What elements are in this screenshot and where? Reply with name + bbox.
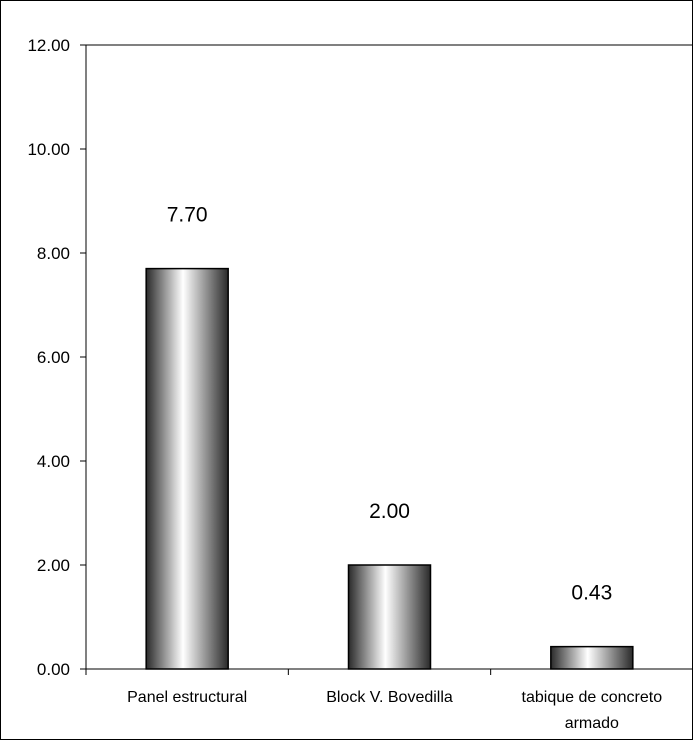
data-label: 2.00 <box>369 500 410 523</box>
data-label: 7.70 <box>167 204 208 227</box>
y-tick-label: 10.00 <box>27 140 70 159</box>
y-tick-label: 12.00 <box>27 36 70 55</box>
data-label: 0.43 <box>571 582 612 605</box>
y-tick-label: 4.00 <box>37 452 70 471</box>
x-category-label: Block V. Bovedilla <box>326 689 453 706</box>
bar <box>550 645 634 670</box>
bar <box>145 267 229 670</box>
y-tick-label: 2.00 <box>37 556 70 575</box>
y-tick-label: 0.00 <box>37 660 70 679</box>
x-category-label: armado <box>565 715 619 732</box>
y-tick-label: 6.00 <box>37 348 70 367</box>
x-category-label: Panel estructural <box>127 689 247 706</box>
bar <box>347 564 432 670</box>
x-category-label: tabique de concreto <box>522 689 663 706</box>
y-tick-label: 8.00 <box>37 244 70 263</box>
